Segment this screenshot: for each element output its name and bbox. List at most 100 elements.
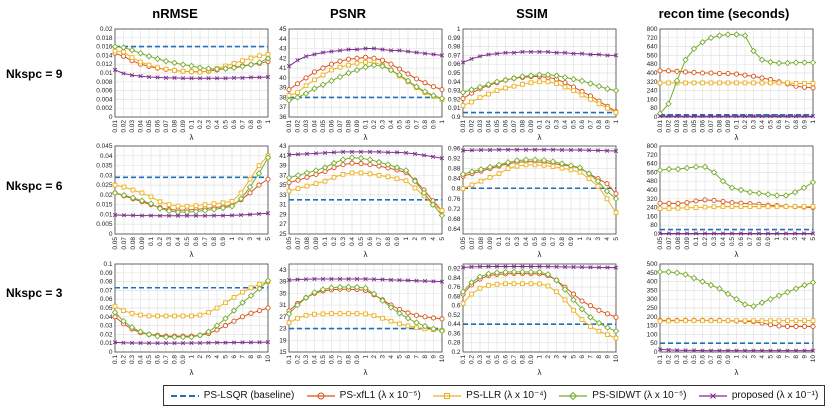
point-ps-llr-r1c1-14 <box>412 185 418 191</box>
point-proposed-r2c0-17 <box>257 340 262 345</box>
point-ps-sidwt-r1c3-9 <box>737 186 745 194</box>
xtick-label-r1c3-15: 3 <box>792 237 799 241</box>
point-proposed-r2c2-16 <box>596 265 602 270</box>
point-ps-sidwt-r2c2-4 <box>493 269 501 276</box>
ytick-label-r2c2-8: 0.84 <box>448 275 461 282</box>
xtick-label-r1c3-2: 0.08 <box>675 237 682 250</box>
point-ps-sidwt-r2c2-15 <box>587 314 594 321</box>
xtick-label-r2c3-6: 0.7 <box>708 355 715 364</box>
point-ps-xfl1-r2c1-16 <box>422 314 428 320</box>
point-proposed-r1c1-12 <box>394 150 400 155</box>
point-proposed-r2c2-9 <box>537 264 542 269</box>
point-ps-sidwt-r0c3-14 <box>775 59 783 67</box>
point-ps-sidwt-r0c1-16 <box>421 88 429 95</box>
row-labels: Nkspc = 9 Nkspc = 6 Nkspc = 3 <box>6 67 63 300</box>
xlabel-r0c2: λ <box>538 133 542 142</box>
point-proposed-r1c2-14 <box>586 148 592 153</box>
xtick-label-r1c1-11: 0.8 <box>385 237 392 246</box>
point-ps-sidwt-r0c1-18 <box>438 95 446 102</box>
point-ps-sidwt-r2c2-3 <box>485 270 492 278</box>
point-proposed-r0c2-14 <box>579 51 585 56</box>
ytick-label-r0c2-4: 0.94 <box>448 79 461 86</box>
panel-r1c2: 0.640.680.720.760.80.840.880.920.960.05 0… <box>448 146 620 259</box>
point-ps-llr-r1c1-17 <box>439 208 445 213</box>
ytick-label-r1c2-4: 0.8 <box>451 186 460 193</box>
xtick-label-r1c1-0: 0.05 <box>286 237 293 250</box>
point-proposed-r2c2-3 <box>486 264 491 269</box>
point-ps-llr-r2c1-6 <box>337 311 343 316</box>
point-ps-llr-r0c0-8 <box>180 68 186 74</box>
point-proposed-r0c1-13 <box>397 48 402 53</box>
xtick-label-r2c0-16: 8 <box>248 355 255 359</box>
xtick-label-r1c0-11: 0.8 <box>211 237 218 246</box>
xlabel-r2c1: λ <box>364 368 368 377</box>
point-proposed-r0c0-10 <box>197 76 203 81</box>
point-ps-llr-r0c2-12 <box>562 84 568 90</box>
xtick-label-r0c1-6: 0.07 <box>337 120 344 133</box>
point-ps-sidwt-r1c0-17 <box>264 154 272 161</box>
point-proposed-r0c0-11 <box>206 76 211 81</box>
ytick-label-r2c3-2: 100 <box>647 331 658 338</box>
point-proposed-r0c2-4 <box>494 51 500 56</box>
figure-canvas: nRMSE PSNR SSIM recon time (seconds) Nks… <box>6 6 817 377</box>
xtick-label-r1c2-14: 2 <box>586 237 593 241</box>
xtick-label-r0c3-9: 0.1 <box>734 120 741 129</box>
point-ps-sidwt-r2c2-5 <box>502 268 509 276</box>
point-proposed-r2c3-15 <box>785 348 790 353</box>
legend-label-ps-llr: PS-LLR (λ x 10⁻⁴) <box>466 390 547 401</box>
point-ps-sidwt-r1c3-15 <box>791 188 799 196</box>
xtick-label-r0c1-16: 0.8 <box>422 120 429 129</box>
xtick-label-r2c3-3: 0.4 <box>683 355 690 364</box>
point-ps-llr-r1c3-0 <box>657 206 663 212</box>
point-ps-llr-r1c0-10 <box>202 202 208 208</box>
point-ps-sidwt-r0c0-17 <box>256 59 263 66</box>
point-proposed-r0c1-4 <box>320 50 326 55</box>
point-ps-llr-r2c2-3 <box>486 283 491 288</box>
point-ps-sidwt-r2c3-13 <box>767 295 774 303</box>
point-ps-sidwt-r2c2-18 <box>612 327 620 335</box>
point-ps-xfl1-r2c2-14 <box>579 298 585 304</box>
point-ps-llr-r0c0-17 <box>257 53 262 59</box>
point-proposed-r2c1-3 <box>312 276 317 282</box>
point-proposed-r2c2-12 <box>562 264 568 270</box>
point-proposed-r2c0-3 <box>138 340 143 346</box>
point-ps-sidwt-r0c2-7 <box>519 73 526 80</box>
ytick-label-r0c3-0: 0 <box>654 114 658 121</box>
point-ps-sidwt-r1c3-2 <box>674 165 682 173</box>
point-proposed-r2c1-8 <box>354 276 360 282</box>
ytick-label-r1c3-0: 0 <box>654 231 658 238</box>
point-ps-sidwt-r0c2-3 <box>485 81 492 88</box>
point-ps-sidwt-r0c0-12 <box>213 65 221 73</box>
point-ps-llr-r1c0-5 <box>157 199 163 205</box>
point-ps-llr-r2c3-5 <box>700 318 705 324</box>
point-ps-sidwt-r0c1-14 <box>404 77 412 85</box>
xtick-label-r1c3-0: 0.05 <box>657 237 664 250</box>
column-title-nrmse: nRMSE <box>152 6 198 21</box>
xtick-label-r1c0-4: 0.1 <box>148 237 155 246</box>
point-ps-sidwt-r1c2-17 <box>612 195 620 203</box>
point-ps-sidwt-r1c2-11 <box>558 160 566 167</box>
legend-item-ps-sidwt: PS-SIDWT (λ x 10⁻⁵) <box>558 390 687 401</box>
xtick-label-r2c0-8: 0.9 <box>180 355 187 364</box>
ytick-label-r0c1-8: 44 <box>279 36 287 43</box>
xtick-label-r1c2-13: 1 <box>577 237 584 241</box>
point-ps-llr-r1c2-8 <box>532 162 538 168</box>
point-ps-sidwt-r1c0-10 <box>201 207 209 214</box>
ytick-label-r2c1-3: 27 <box>279 314 287 321</box>
ytick-label-r2c0-5: 0.05 <box>100 305 113 312</box>
point-proposed-r1c1-1 <box>295 152 301 157</box>
point-ps-sidwt-r1c1-15 <box>420 189 428 197</box>
ytick-label-r0c1-1: 37 <box>279 104 287 111</box>
point-ps-llr-r0c3-15 <box>785 80 790 86</box>
point-ps-llr-r2c2-16 <box>596 328 602 334</box>
xlabel-r0c3: λ <box>735 133 739 142</box>
xtick-label-r1c2-9: 0.6 <box>541 237 548 246</box>
xtick-label-r1c0-12: 0.9 <box>220 237 227 246</box>
point-ps-xfl1-r1c3-5 <box>702 197 708 203</box>
point-ps-llr-r2c1-11 <box>380 315 385 321</box>
xtick-label-r0c1-2: 0.03 <box>303 120 310 133</box>
ytick-label-r2c2-0: 0.2 <box>451 349 460 356</box>
point-ps-llr-r0c2-1 <box>469 99 474 105</box>
